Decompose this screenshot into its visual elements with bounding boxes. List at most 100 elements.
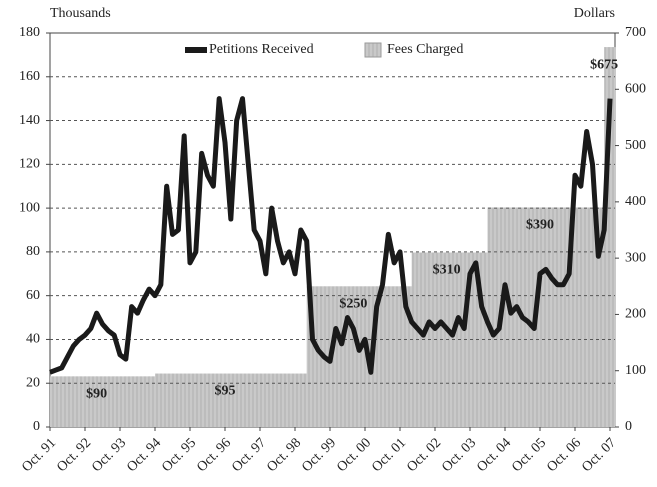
fee-bar xyxy=(271,373,278,427)
fee-bar xyxy=(114,376,121,427)
fee-bar xyxy=(400,286,407,427)
fee-bar xyxy=(207,373,214,427)
fee-bar xyxy=(388,286,395,427)
fee-bar xyxy=(289,373,296,427)
fee-bar xyxy=(55,376,62,427)
y2-tick-label: 300 xyxy=(625,250,646,265)
fee-label: $310 xyxy=(433,263,461,278)
fee-bar xyxy=(230,373,237,427)
x-tick-label: Oct. 03 xyxy=(439,435,479,475)
y-tick-label: 160 xyxy=(19,69,40,84)
fee-bar xyxy=(248,373,255,427)
y2-tick-label: 500 xyxy=(625,138,646,153)
y-tick-label: 140 xyxy=(19,113,40,128)
fee-bar xyxy=(61,376,68,427)
fee-bar xyxy=(50,376,57,427)
fee-bar xyxy=(435,252,442,427)
fee-bar xyxy=(446,252,453,427)
legend-label: Fees Charged xyxy=(387,42,463,57)
fee-bar xyxy=(423,252,430,427)
fee-bar xyxy=(108,376,115,427)
fee-bar xyxy=(563,207,570,427)
fee-bar xyxy=(79,376,86,427)
y2-tick-label: 100 xyxy=(625,363,646,378)
fee-bar xyxy=(557,207,564,427)
fee-bar xyxy=(464,252,471,427)
fee-bar xyxy=(254,373,261,427)
fee-bar xyxy=(155,373,162,427)
y-tick-label: 100 xyxy=(19,200,40,215)
fee-bar xyxy=(610,47,616,427)
fee-bar xyxy=(440,252,447,427)
x-tick-label: Oct. 05 xyxy=(509,435,549,475)
petitions-line xyxy=(49,96,613,375)
x-tick-label: Oct. 02 xyxy=(404,435,444,475)
fee-bar xyxy=(178,373,185,427)
x-tick-label: Oct. 01 xyxy=(369,435,409,475)
fee-bar xyxy=(470,252,477,427)
fee-label: $250 xyxy=(339,297,367,312)
fee-bar xyxy=(219,373,226,427)
grid-layer xyxy=(46,32,619,431)
fee-bar xyxy=(102,376,109,427)
y2-tick-label: 700 xyxy=(625,25,646,40)
line-layer xyxy=(49,96,613,375)
fee-bar xyxy=(604,47,611,427)
fee-bar xyxy=(137,376,144,427)
fee-bar xyxy=(586,207,593,427)
x-tick-label: Oct. 92 xyxy=(54,435,94,475)
fee-bar xyxy=(312,286,319,427)
y-tick-label: 120 xyxy=(19,157,40,172)
y2-tick-label: 200 xyxy=(625,307,646,322)
fee-bar xyxy=(598,207,605,427)
y-axis-label: Thousands xyxy=(50,6,111,21)
y2-tick-label: 0 xyxy=(625,419,632,434)
fee-bar xyxy=(487,207,494,427)
fee-bar xyxy=(143,376,150,427)
fee-bar xyxy=(540,207,547,427)
y-tick-label: 0 xyxy=(33,419,40,434)
x-tick-label: Oct. 99 xyxy=(299,435,339,475)
y-tick-label: 60 xyxy=(26,288,40,303)
fee-bar xyxy=(236,373,243,427)
fee-bar xyxy=(493,207,500,427)
fee-bar xyxy=(213,373,220,427)
fee-bar xyxy=(242,373,249,427)
fee-bar xyxy=(429,252,436,427)
fee-bar xyxy=(575,207,582,427)
x-tick-label: Oct. 93 xyxy=(89,435,129,475)
fee-bar xyxy=(201,373,208,427)
fee-bar xyxy=(172,373,179,427)
fee-bar xyxy=(353,286,360,427)
legend-label: Petitions Received xyxy=(209,42,314,57)
legend-swatch xyxy=(364,42,382,58)
fee-bar xyxy=(347,286,354,427)
fee-bar xyxy=(592,207,599,427)
fee-label: $390 xyxy=(526,218,554,233)
x-tick-label: Oct. 91 xyxy=(19,435,59,475)
fee-bar xyxy=(300,373,307,427)
fee-bar xyxy=(190,373,197,427)
fee-bar xyxy=(265,373,272,427)
x-tick-label: Oct. 96 xyxy=(194,435,234,475)
fee-bar xyxy=(225,373,232,427)
x-tick-label: Oct. 06 xyxy=(544,435,584,475)
y2-axis-label: Dollars xyxy=(574,6,615,21)
y-tick-label: 180 xyxy=(19,25,40,40)
fee-label: $675 xyxy=(590,57,618,72)
fee-bar xyxy=(195,373,202,427)
fee-label: $90 xyxy=(86,387,107,402)
fee-bar xyxy=(551,207,558,427)
fee-bar xyxy=(295,373,302,427)
fee-bar xyxy=(283,373,290,427)
fee-bar xyxy=(458,252,465,427)
x-tick-label: Oct. 00 xyxy=(334,435,374,475)
x-tick-label: Oct. 95 xyxy=(159,435,199,475)
fee-bar xyxy=(569,207,576,427)
y-tick-label: 20 xyxy=(26,375,40,390)
fee-bar xyxy=(359,286,366,427)
fee-bar xyxy=(505,207,512,427)
fee-bar xyxy=(376,286,383,427)
